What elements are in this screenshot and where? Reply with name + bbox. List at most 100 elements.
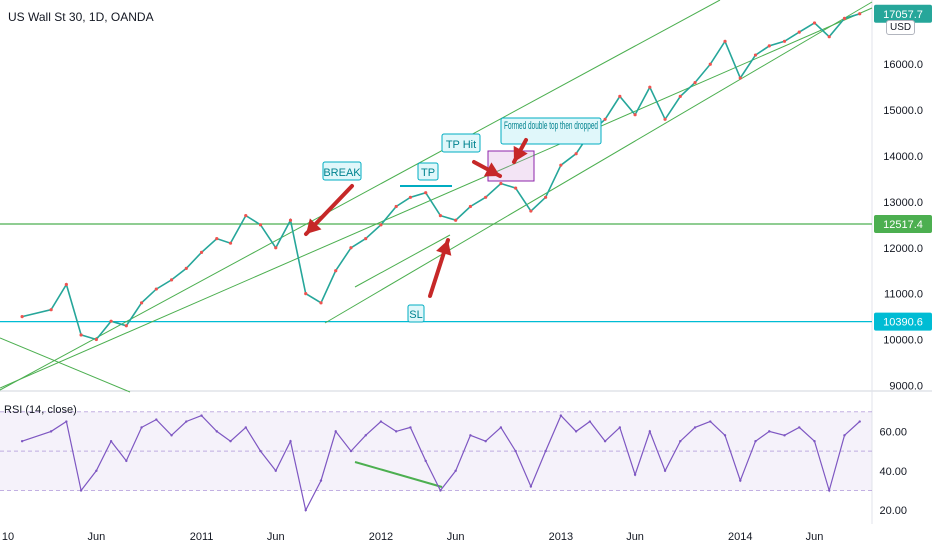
level-price-label: 10390.6 [883, 317, 923, 329]
annotation-tp-hit-box [441, 133, 481, 153]
rsi-point [439, 489, 442, 492]
price-point [228, 241, 233, 245]
price-point [169, 278, 174, 282]
rsi-point [514, 449, 517, 453]
price-tick-label: 10000.0 [883, 335, 923, 347]
price-tick-label: 9000.0 [889, 380, 923, 392]
price-point [484, 195, 488, 199]
price-tick-label: 15000.0 [883, 105, 923, 117]
level-price-label: 12517.4 [883, 219, 923, 231]
annotation-double-top: Formed double top then dropped [504, 120, 598, 132]
price-point [154, 287, 158, 291]
rsi-point [215, 430, 218, 433]
price-point [408, 195, 413, 199]
rsi-point [454, 469, 457, 472]
price-point [767, 44, 771, 48]
price-point [364, 236, 368, 241]
price-point [64, 282, 68, 287]
x-tick-label: 10 [2, 531, 14, 543]
x-tick-label: Jun [447, 531, 465, 543]
rsi-point [798, 426, 801, 429]
rsi-point [709, 420, 712, 423]
price-point [215, 236, 219, 241]
price-point [827, 35, 831, 39]
level-price-tag [874, 312, 932, 331]
price-point [438, 214, 443, 218]
rsi-point [618, 426, 622, 429]
annotation-double-top-box [500, 117, 602, 145]
price-point [738, 76, 742, 80]
rsi-point [813, 440, 816, 443]
price-point [244, 214, 248, 218]
rsi-point [79, 489, 83, 492]
rsi-point [588, 420, 592, 423]
price-point [304, 292, 308, 296]
rsi-point [648, 430, 652, 433]
price-point [199, 250, 204, 254]
price-tick-label: 11000.0 [884, 289, 923, 301]
trend-line [0, 0, 721, 391]
rsi-tick-label: 40.00 [879, 466, 907, 478]
price-point [379, 223, 383, 227]
grid [0, 223, 872, 491]
rsi-point [484, 440, 487, 443]
level-price-tag [874, 215, 932, 234]
price-point [94, 337, 98, 342]
price-point [529, 209, 533, 213]
price-point [454, 218, 458, 222]
rsi-point [244, 426, 247, 429]
price-point [753, 53, 758, 57]
price-point [124, 324, 128, 328]
x-tick-label: 2013 [549, 531, 573, 543]
rsi-point [469, 434, 472, 437]
price-point [258, 223, 263, 227]
rsi-point [754, 440, 757, 443]
price-point [648, 85, 652, 89]
rsi-point [349, 449, 353, 453]
price-point [49, 308, 53, 312]
trend-line [324, 1, 873, 324]
price-line [21, 13, 860, 341]
price-point [334, 269, 338, 273]
red-arrow-head [436, 240, 452, 256]
trend-line [0, 7, 873, 389]
x-tick-label: 2011 [190, 531, 214, 543]
last-price-label: 17057.7 [883, 9, 923, 21]
rsi-point [229, 440, 232, 443]
price-point [603, 117, 607, 121]
rsi-point [858, 420, 861, 423]
price-point [514, 186, 518, 190]
red-arrow-head [513, 145, 528, 162]
chart-title: US Wall St 30, 1D, OANDA [8, 10, 154, 24]
price-point [20, 314, 24, 319]
annotation-break-box [322, 161, 362, 181]
rsi-title: RSI (14, close) [4, 404, 77, 416]
rsi-tick-label: 20.00 [879, 505, 907, 517]
price-point [424, 191, 428, 195]
rsi-point [693, 426, 697, 429]
trend-line [0, 337, 131, 393]
rsi-point [49, 430, 53, 433]
currency-badge[interactable]: USD [886, 20, 916, 35]
rsi-point [95, 469, 98, 472]
axes: 9000.0 10000.0 11000.0 12000.0 13000.0 14000.… [2, 4, 932, 543]
red-arrow-head [483, 162, 500, 177]
double-top-zone [487, 150, 535, 182]
rsi-point [544, 449, 547, 453]
trend-line [354, 234, 451, 288]
trend-lines [0, 0, 873, 488]
rsi-point [379, 420, 383, 423]
rsi-point [739, 479, 742, 482]
price-point [79, 333, 83, 337]
price-tick-label: 14000.0 [883, 151, 923, 163]
rsi-point [499, 426, 503, 429]
x-tick-label: Jun [267, 531, 285, 543]
rsi-point [274, 469, 277, 472]
price-point [797, 30, 801, 34]
rsi-point [155, 418, 158, 421]
rsi-point [843, 434, 846, 437]
price-point [842, 16, 847, 20]
